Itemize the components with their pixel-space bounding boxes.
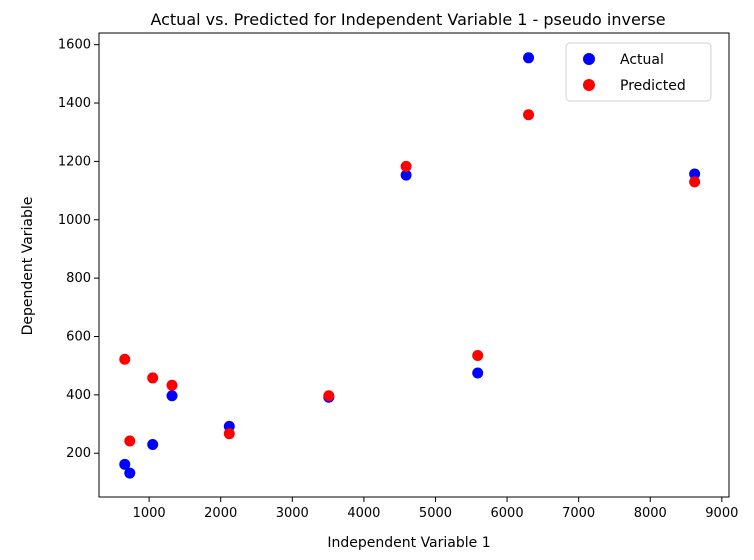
predicted-point xyxy=(147,372,159,384)
actual-point xyxy=(472,367,484,379)
legend-predicted-label: Predicted xyxy=(620,78,686,94)
predicted-point xyxy=(323,390,335,402)
data-points xyxy=(119,52,701,479)
actual-point xyxy=(119,458,131,470)
y-tick-label: 600 xyxy=(66,329,91,344)
predicted-point xyxy=(472,349,484,361)
x-tick-label: 5000 xyxy=(419,506,452,521)
actual-point xyxy=(523,52,535,64)
actual-point xyxy=(400,169,412,181)
plot-area: 1000 2000 3000 4000 5000 6000 7000 8000 9000 200… xyxy=(58,32,738,521)
legend-frame xyxy=(565,42,712,102)
predicted-point xyxy=(689,176,701,188)
predicted-point xyxy=(400,160,412,172)
predicted-point xyxy=(119,353,131,365)
series-predicted xyxy=(119,109,701,447)
y-tick-label: 800 xyxy=(66,271,91,286)
y-axis-label: Dependent Variable xyxy=(20,197,36,336)
predicted-point xyxy=(223,428,235,440)
actual-point xyxy=(124,467,136,479)
y-tick-label: 1200 xyxy=(58,154,91,169)
y-tick-label: 1000 xyxy=(58,213,91,228)
x-tick-label: 4000 xyxy=(347,506,380,521)
x-tick-label: 8000 xyxy=(634,506,667,521)
y-tick-label: 400 xyxy=(66,388,91,403)
predicted-point xyxy=(523,109,535,121)
x-tick-label: 2000 xyxy=(204,506,237,521)
x-tick-label: 1000 xyxy=(133,506,166,521)
actual-point xyxy=(166,390,178,402)
x-tick-label: 3000 xyxy=(276,506,309,521)
y-tick-label: 1600 xyxy=(58,38,91,53)
legend-actual-marker xyxy=(583,53,595,65)
actual-point xyxy=(689,168,701,180)
plot-frame xyxy=(98,32,730,498)
y-tick-label: 1400 xyxy=(58,96,91,111)
x-axis-ticks: 1000 2000 3000 4000 5000 6000 7000 8000 9000 xyxy=(133,497,738,521)
x-tick-label: 9000 xyxy=(705,506,738,521)
chart-title: Actual vs. Predicted for Independent Var… xyxy=(150,10,665,29)
predicted-point xyxy=(124,435,136,447)
legend-actual-label: Actual xyxy=(620,52,664,68)
x-tick-label: 6000 xyxy=(491,506,524,521)
x-tick-label: 7000 xyxy=(562,506,595,521)
y-axis-ticks: 200 400 600 800 1000 1200 1400 1600 xyxy=(58,38,99,461)
actual-point xyxy=(147,438,159,450)
predicted-point xyxy=(166,379,178,391)
legend-predicted-marker xyxy=(583,79,595,91)
y-tick-label: 200 xyxy=(66,446,91,461)
legend: Actual Predicted xyxy=(565,42,712,102)
x-axis-label: Independent Variable 1 xyxy=(327,535,490,551)
